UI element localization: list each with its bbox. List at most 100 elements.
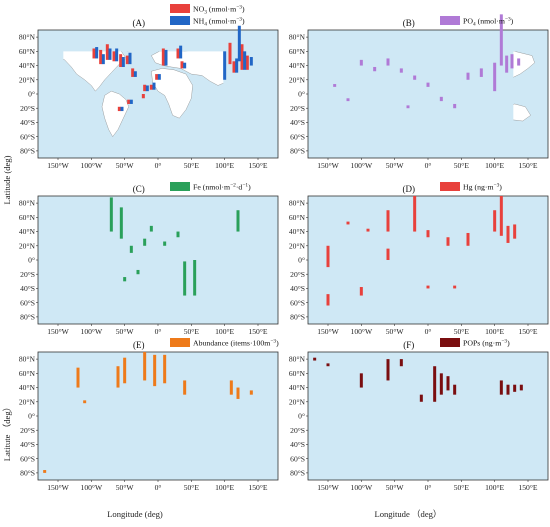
y-axis-label: Latitude (deg) [2, 155, 12, 204]
x-tick-label: 50°W [116, 327, 135, 336]
y-tick-label: 0° [28, 412, 35, 421]
y-tick-label: 80°S [20, 312, 35, 321]
legend-entry: NH4 (nmol·m−3) [193, 17, 245, 28]
y-tick-label: 60°S [290, 132, 305, 141]
data-bar [163, 354, 167, 384]
y-tick-label: 0° [298, 90, 305, 99]
legend-swatch [440, 182, 460, 191]
data-bar [419, 394, 423, 402]
y-tick-label: 20°S [20, 104, 35, 113]
x-tick-label: 100°W [351, 161, 373, 170]
panel-0: (A) 80°N 60°N 40°N 20°N 0° 20°S 40°S 60°S 80°S 150… [19, 4, 279, 170]
legend-entry: Hg (ng·m−3) [463, 183, 502, 192]
data-bar [326, 294, 330, 306]
y-tick-label: 80°S [290, 312, 305, 321]
data-bar [236, 210, 240, 232]
x-tick-label: 50°E [184, 327, 200, 336]
panel-5: (F) 80°N 60°N 40°N 20°N 0° 20°S 40°S 60°S 80°S 150… [289, 338, 549, 492]
data-bar [232, 61, 236, 73]
y-tick-label: 60°S [20, 454, 35, 463]
data-bar [120, 106, 124, 112]
x-tick-label: 150°E [518, 327, 537, 336]
y-tick-label: 40°S [290, 118, 305, 127]
data-bar [510, 54, 514, 69]
data-bar [243, 51, 247, 70]
data-bar [359, 287, 363, 296]
data-bar [131, 68, 135, 77]
panel-grid: (A) 80°N 60°N 40°N 20°N 0° 20°S 40°S 60°S 80°S 150… [19, 4, 549, 492]
y-tick-label: 40°N [289, 227, 306, 236]
y-tick-label: 60°S [20, 132, 35, 141]
data-bar [149, 84, 153, 90]
y-tick-label: 20°S [20, 270, 35, 279]
data-bar [399, 68, 403, 73]
panel-letter: (D) [403, 184, 416, 194]
data-bar [115, 48, 119, 62]
data-bar [129, 245, 133, 253]
legend-entry: Abundance (items·100m−3) [193, 339, 279, 348]
data-bar [373, 66, 377, 72]
data-bar [453, 103, 457, 109]
panel-1: (B) 80°N 60°N 40°N 20°N 0° 20°S 40°S 60°S 80°S 150… [289, 14, 549, 170]
data-bar [240, 44, 244, 70]
data-bar [386, 359, 390, 381]
data-bar [446, 237, 450, 246]
x-tick-label: 100°E [485, 327, 504, 336]
data-bar [499, 14, 503, 66]
data-bar [313, 357, 317, 361]
data-bar [346, 98, 350, 102]
y-tick-label: 80°N [289, 33, 306, 42]
y-tick-label: 80°S [20, 146, 35, 155]
data-bar [249, 57, 253, 66]
y-tick-label: 80°N [289, 355, 306, 364]
y-tick-label: 20°S [20, 426, 35, 435]
data-bar [479, 68, 483, 77]
legend-swatch [170, 16, 190, 25]
data-bar [499, 380, 503, 395]
y-tick-label: 80°N [289, 199, 306, 208]
data-bar [183, 380, 187, 395]
data-bar [119, 54, 123, 67]
x-tick-label: 50°W [386, 483, 405, 492]
ocean-background [308, 196, 548, 324]
data-bar [123, 357, 127, 384]
legend-swatch [170, 338, 190, 347]
data-bar [229, 380, 233, 395]
legend-entry: NO3 (nmol·m−3) [193, 5, 245, 16]
data-bar [176, 48, 180, 59]
legend-entry: POPs (ng·m−3) [463, 339, 510, 348]
y-tick-label: 20°N [289, 241, 306, 250]
y-tick-label: 20°N [19, 75, 36, 84]
data-bar [245, 55, 249, 70]
y-tick-label: 40°N [289, 383, 306, 392]
data-bar [513, 384, 517, 392]
data-bar [116, 366, 120, 388]
y-tick-label: 20°N [19, 397, 36, 406]
x-tick-label: 0° [425, 327, 432, 336]
data-bar [145, 85, 149, 92]
data-bar [506, 384, 510, 395]
ocean-background [38, 196, 278, 324]
legend-swatch [440, 338, 460, 347]
data-bar [413, 196, 417, 232]
x-tick-label: 100°W [81, 327, 103, 336]
legend-swatch [440, 16, 460, 25]
panel-4: (E) 80°N 60°N 40°N 20°N 0° 20°S 40°S 60°S 80°S 150… [19, 338, 279, 492]
x-tick-label: 100°E [215, 327, 234, 336]
data-bar [95, 47, 99, 59]
y-tick-label: 0° [28, 256, 35, 265]
data-bar [92, 48, 96, 59]
y-tick-label: 40°N [19, 227, 36, 236]
x-tick-label: 150°E [518, 483, 537, 492]
data-bar [105, 44, 109, 60]
data-bar [143, 238, 147, 246]
legend-entry: Fe (nmol·m−2·d−1) [193, 183, 251, 192]
data-bar [136, 269, 140, 275]
panel-letter: (A) [133, 18, 146, 28]
data-bar [413, 75, 417, 80]
panel-letter: (F) [403, 340, 414, 350]
data-bar [163, 241, 167, 246]
data-bar [128, 52, 132, 65]
y-tick-label: 40°S [20, 284, 35, 293]
x-tick-label: 0° [425, 483, 432, 492]
